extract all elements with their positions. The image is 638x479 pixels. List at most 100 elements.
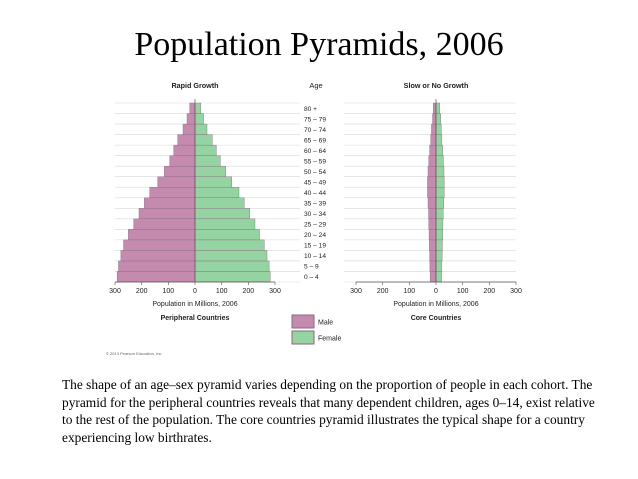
core-female-bar-16: [435, 102, 440, 114]
core-tick-label-5: 200: [483, 288, 495, 295]
core-male-bar-4: [428, 229, 437, 241]
core-male-bar-15: [432, 113, 437, 125]
age-label-0: 0 – 4: [304, 274, 319, 281]
peripheral-x-axis-label: Population in Millions, 2006: [152, 301, 237, 308]
core-female-bar-6: [435, 208, 444, 220]
peripheral-female-bar-5: [194, 218, 256, 230]
peripheral-female-bar-2: [194, 250, 268, 262]
age-label-8: 40 – 44: [304, 190, 326, 197]
core-male-bar-6: [428, 208, 437, 220]
peripheral-male-bar-3: [123, 239, 196, 251]
peripheral-tick-label-3: 0: [193, 288, 197, 295]
age-label-1: 5 – 9: [304, 264, 319, 271]
age-label-7: 35 – 39: [304, 201, 326, 208]
core-male-bar-1: [429, 260, 437, 272]
peripheral-male-bar-15: [186, 113, 196, 125]
core-male-bar-10: [427, 165, 437, 177]
core-male-bar-5: [428, 218, 437, 230]
core-tick-label-1: 200: [377, 288, 389, 295]
peripheral-male-bar-1: [118, 260, 196, 272]
peripheral-male-bar-5: [133, 218, 196, 230]
peripheral-male-bar-9: [157, 176, 196, 188]
core-male-bar-7: [427, 197, 437, 209]
peripheral-female-bar-1: [194, 260, 270, 272]
core-female-bar-0: [435, 271, 442, 283]
core-male-bar-11: [428, 155, 437, 167]
core-region-label: Core Countries: [411, 315, 462, 322]
core-male-bar-8: [427, 187, 437, 198]
core-tick-label-2: 100: [403, 288, 415, 295]
age-label-11: 55 – 59: [304, 158, 326, 165]
peripheral-female-bar-13: [194, 134, 213, 146]
peripheral-male-bar-11: [169, 155, 196, 167]
core-female-bar-9: [435, 176, 445, 188]
core-female-bar-3: [435, 239, 443, 251]
slide-caption: The shape of an age–sex pyramid varies d…: [62, 377, 595, 445]
core-pyramid-chart: 300 200 100 0 100 200 300 Slow or No Growth Popu…: [344, 81, 522, 322]
age-axis-label: Age: [309, 81, 322, 90]
peripheral-tick-label-5: 200: [242, 288, 254, 295]
core-tick-label-0: 300: [350, 288, 362, 295]
peripheral-female-bar-6: [194, 208, 250, 220]
peripheral-female-bar-16: [194, 102, 202, 114]
age-category-labels: 0 – 4 5 – 9 10 – 14 15 – 19 20 – 24 25 – 29 30…: [304, 106, 326, 281]
core-male-bar-9: [427, 176, 437, 188]
core-female-bar-11: [435, 155, 444, 167]
age-label-13: 65 – 69: [304, 137, 326, 144]
legend-male-label: Male: [318, 320, 333, 327]
peripheral-male-bar-14: [182, 123, 196, 135]
peripheral-female-bar-0: [194, 271, 271, 283]
core-x-axis-label: Population in Millions, 2006: [393, 301, 478, 308]
core-tick-label-4: 100: [457, 288, 469, 295]
peripheral-female-bar-7: [194, 197, 245, 209]
peripheral-female-bar-14: [194, 123, 208, 135]
core-female-bar-15: [435, 113, 442, 125]
legend: Male Female: [291, 314, 341, 345]
core-tick-label-3: 0: [434, 288, 438, 295]
peripheral-tick-label-1: 200: [136, 288, 148, 295]
age-label-6: 30 – 34: [304, 211, 326, 218]
age-label-9: 45 – 49: [304, 179, 326, 186]
peripheral-tick-label-2: 100: [162, 288, 174, 295]
peripheral-male-bar-6: [138, 208, 196, 220]
age-label-16: 80 +: [304, 106, 317, 113]
peripheral-tick-label-4: 100: [216, 288, 228, 295]
legend-female-label: Female: [318, 336, 341, 343]
age-label-12: 60 – 64: [304, 148, 326, 155]
core-female-bar-1: [435, 260, 443, 272]
age-label-2: 10 – 14: [304, 253, 326, 260]
peripheral-region-label: Peripheral Countries: [161, 315, 230, 322]
peripheral-male-bar-4: [128, 229, 196, 241]
core-female-bar-8: [435, 187, 445, 198]
core-female-bar-14: [435, 123, 442, 135]
age-label-10: 50 – 54: [304, 169, 326, 176]
core-female-bar-10: [435, 165, 445, 177]
slide-title: Population Pyramids, 2006: [134, 26, 504, 63]
core-female-bar-4: [435, 229, 443, 241]
peripheral-pyramid-chart: 300 200 100 0 100 200 300 Rapid Growth Populatio…: [109, 81, 300, 322]
peripheral-female-bar-4: [194, 229, 260, 241]
core-tick-label-6: 300: [510, 288, 522, 295]
copyright-notice: © 2013 Pearson Education, Inc.: [106, 351, 163, 356]
peripheral-male-bar-7: [144, 197, 196, 209]
peripheral-tick-label-6: 300: [269, 288, 281, 295]
core-female-bar-2: [435, 250, 443, 262]
core-chart-title: Slow or No Growth: [404, 81, 469, 90]
core-female-bar-7: [435, 197, 444, 209]
core-male-bar-16: [433, 102, 437, 114]
age-label-3: 15 – 19: [304, 243, 326, 250]
peripheral-male-bar-13: [177, 134, 196, 146]
peripheral-female-bar-8: [194, 187, 240, 198]
peripheral-male-bar-0: [116, 271, 196, 283]
age-label-15: 75 – 79: [304, 116, 326, 123]
peripheral-chart-title: Rapid Growth: [171, 81, 218, 90]
peripheral-female-bar-9: [194, 176, 232, 188]
peripheral-male-bar-10: [164, 165, 196, 177]
peripheral-female-bar-12: [194, 144, 217, 156]
age-label-4: 20 – 24: [304, 232, 326, 239]
legend-female-swatch: [291, 330, 315, 345]
core-male-bar-3: [429, 239, 437, 251]
peripheral-female-bar-10: [194, 165, 226, 177]
core-female-bar-5: [435, 218, 444, 230]
